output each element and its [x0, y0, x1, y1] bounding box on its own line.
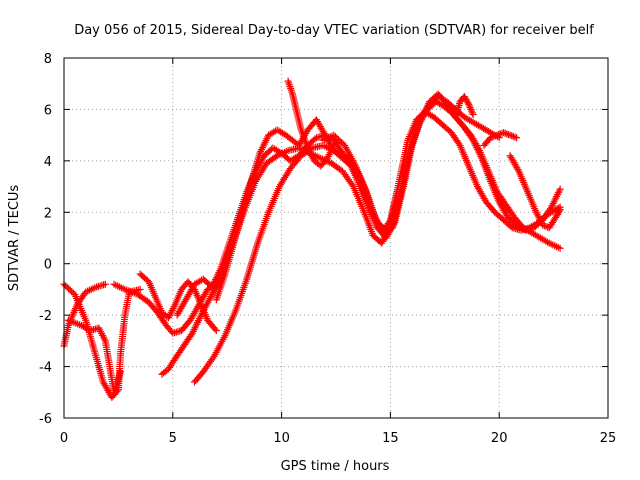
y-tick-label: 8	[44, 52, 52, 67]
x-tick-label: 0	[60, 431, 68, 446]
data-point	[65, 285, 73, 293]
data-point	[465, 102, 473, 110]
series-track-2	[60, 280, 109, 350]
y-tick-label: -2	[39, 309, 52, 324]
data-point	[496, 130, 504, 138]
series-track-9	[212, 90, 564, 304]
series-track-12	[506, 152, 564, 232]
data-point	[330, 141, 338, 149]
data-point	[101, 280, 109, 288]
series-track-10	[284, 77, 338, 170]
series-track-13	[480, 129, 521, 149]
series-track-3	[64, 316, 125, 396]
data-point	[556, 244, 564, 252]
series-track-8	[173, 93, 503, 319]
data-point	[117, 368, 125, 376]
y-tick-label: 0	[44, 258, 52, 273]
data-point	[330, 131, 338, 139]
data-point	[491, 132, 499, 140]
axis-ticks: 0 5 10 15 20 25 -6 -4 -2 0 2 4 6 8	[39, 52, 616, 446]
data-point	[469, 111, 477, 119]
data-point	[486, 134, 494, 142]
data-point	[334, 136, 342, 144]
data-point	[513, 134, 521, 142]
data-point	[540, 222, 548, 230]
data-point	[393, 188, 401, 196]
data-point	[68, 288, 76, 296]
data-point	[555, 207, 563, 215]
data-point	[209, 354, 217, 362]
grid	[64, 58, 608, 418]
y-axis-label: SDTVAR / TECUs	[7, 185, 22, 292]
data-point	[539, 221, 547, 229]
data-point	[464, 99, 472, 107]
data-point	[495, 131, 503, 138]
data-point	[488, 133, 496, 141]
data-point	[504, 131, 512, 138]
data-point	[467, 105, 475, 113]
data-point	[390, 220, 398, 228]
data-point	[556, 206, 564, 214]
data-point	[66, 286, 74, 294]
data-point	[348, 181, 356, 189]
data-point	[493, 131, 501, 139]
data-point	[385, 218, 393, 226]
data-point	[556, 185, 564, 193]
data-point	[338, 138, 346, 146]
data-point	[63, 283, 71, 291]
data-point	[511, 133, 519, 141]
data-point	[468, 107, 476, 115]
data-point	[503, 130, 511, 138]
data-points	[60, 77, 564, 401]
x-tick-label: 25	[600, 431, 617, 446]
x-tick-label: 10	[273, 431, 290, 446]
y-tick-label: -4	[39, 361, 52, 376]
data-point	[465, 100, 473, 108]
data-point	[468, 109, 476, 117]
y-tick-label: 6	[44, 103, 52, 118]
data-point	[508, 132, 516, 140]
chart-title: Day 056 of 2015, Sidereal Day-to-day VTE…	[74, 23, 594, 38]
data-point	[506, 131, 514, 139]
data-point	[62, 282, 70, 290]
series-track-11	[319, 131, 401, 234]
data-point	[490, 132, 498, 140]
series-track-6	[158, 108, 564, 378]
data-point	[333, 134, 341, 142]
y-tick-label: -6	[39, 412, 52, 427]
data-point	[212, 327, 220, 335]
data-point	[336, 137, 344, 145]
data-point	[500, 129, 508, 137]
y-tick-label: 2	[44, 206, 52, 221]
data-point	[136, 285, 144, 293]
y-tick-label: 4	[44, 155, 52, 170]
data-point	[509, 132, 517, 140]
x-tick-label: 15	[382, 431, 399, 446]
x-axis-label: GPS time / hours	[281, 459, 390, 474]
series-track-14	[452, 93, 477, 121]
data-point	[211, 325, 219, 333]
data-point	[331, 133, 339, 141]
data-point	[501, 129, 509, 137]
x-tick-label: 5	[169, 431, 177, 446]
data-point	[514, 165, 522, 173]
x-tick-label: 20	[491, 431, 508, 446]
plot-frame	[63, 57, 609, 419]
data-point	[466, 104, 474, 112]
